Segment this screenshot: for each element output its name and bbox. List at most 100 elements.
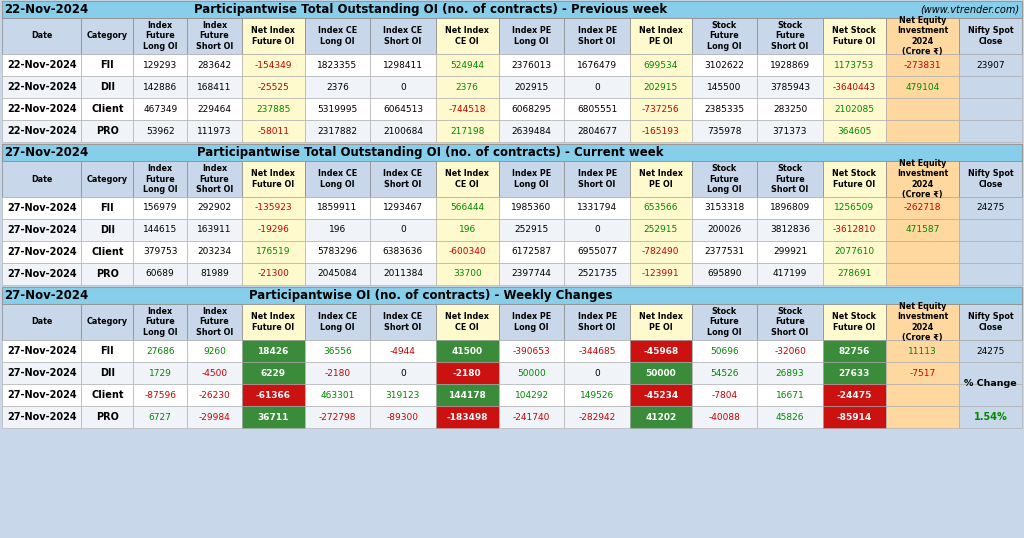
Text: Index PE
Long OI: Index PE Long OI	[512, 312, 551, 332]
Text: 149526: 149526	[580, 391, 614, 400]
Text: 2385335: 2385335	[705, 104, 744, 114]
Bar	[82, 161, 133, 197]
Text: -45234: -45234	[643, 391, 679, 400]
Text: -19296: -19296	[257, 225, 289, 235]
Text: 176519: 176519	[256, 247, 291, 257]
Bar	[436, 384, 499, 406]
Bar	[958, 241, 1022, 263]
Bar	[757, 384, 823, 406]
Text: -24475: -24475	[837, 391, 872, 400]
Bar	[886, 241, 958, 263]
Text: 18426: 18426	[257, 346, 289, 356]
Bar	[757, 54, 823, 76]
Bar	[564, 120, 630, 142]
Bar	[370, 197, 436, 219]
Text: 11113: 11113	[908, 346, 937, 356]
Bar	[499, 384, 564, 406]
Bar	[691, 197, 757, 219]
Text: 129293: 129293	[143, 60, 177, 69]
Bar	[691, 98, 757, 120]
Text: Net Stock
Future OI: Net Stock Future OI	[833, 26, 877, 46]
Text: Net Equity
Investment
2024
(Crore ₹): Net Equity Investment 2024 (Crore ₹)	[897, 16, 948, 56]
Text: -21300: -21300	[257, 270, 289, 279]
Bar	[958, 161, 1022, 197]
Bar	[499, 362, 564, 384]
Text: -600340: -600340	[449, 247, 486, 257]
Text: Net Index
Future OI: Net Index Future OI	[251, 312, 295, 332]
Text: DII: DII	[99, 368, 115, 378]
Bar	[823, 406, 886, 428]
Text: DII: DII	[99, 82, 115, 92]
Bar	[436, 54, 499, 76]
Text: -273831: -273831	[903, 60, 941, 69]
Text: -3640443: -3640443	[833, 82, 876, 91]
Bar	[2, 18, 82, 54]
Text: -87596: -87596	[144, 391, 176, 400]
Text: 2376013: 2376013	[511, 60, 552, 69]
Bar	[133, 98, 187, 120]
Text: -58011: -58011	[257, 126, 289, 136]
Bar	[82, 263, 133, 285]
Text: Client: Client	[91, 390, 124, 400]
Text: 2639484: 2639484	[512, 126, 552, 136]
Text: 417199: 417199	[773, 270, 807, 279]
Bar	[133, 406, 187, 428]
Bar	[499, 54, 564, 76]
Bar	[2, 144, 1022, 161]
Bar	[370, 263, 436, 285]
Text: Stock
Future
Short OI: Stock Future Short OI	[771, 164, 809, 194]
Text: -123991: -123991	[642, 270, 680, 279]
Bar	[242, 304, 304, 340]
Text: 196: 196	[329, 225, 346, 235]
Bar	[757, 120, 823, 142]
Bar	[242, 362, 304, 384]
Bar	[187, 219, 242, 241]
Text: Client: Client	[91, 247, 124, 257]
Text: Nifty Spot
Close: Nifty Spot Close	[968, 312, 1014, 332]
Bar	[499, 120, 564, 142]
Text: 53962: 53962	[145, 126, 174, 136]
Bar	[564, 54, 630, 76]
Text: 0: 0	[400, 225, 406, 235]
Text: 156979: 156979	[143, 203, 177, 213]
Text: 283642: 283642	[198, 60, 231, 69]
Text: -154349: -154349	[254, 60, 292, 69]
Text: 0: 0	[594, 82, 600, 91]
Bar	[823, 76, 886, 98]
Text: 2521735: 2521735	[578, 270, 617, 279]
Bar	[2, 161, 82, 197]
Bar	[436, 241, 499, 263]
Bar	[370, 406, 436, 428]
Text: Index
Future
Long OI: Index Future Long OI	[143, 164, 177, 194]
Text: 50696: 50696	[710, 346, 739, 356]
Text: Index
Future
Long OI: Index Future Long OI	[143, 21, 177, 51]
Bar	[436, 304, 499, 340]
Bar	[757, 161, 823, 197]
Text: 5783296: 5783296	[317, 247, 357, 257]
Bar	[757, 219, 823, 241]
Text: Index
Future
Short OI: Index Future Short OI	[196, 21, 233, 51]
Bar	[499, 98, 564, 120]
Text: 2100684: 2100684	[383, 126, 423, 136]
Text: Index PE
Short OI: Index PE Short OI	[578, 26, 616, 46]
Bar	[823, 98, 886, 120]
Bar	[630, 406, 691, 428]
Bar	[242, 219, 304, 241]
Text: 319123: 319123	[386, 391, 420, 400]
Text: FII: FII	[100, 60, 114, 70]
Bar	[823, 340, 886, 362]
Bar	[757, 98, 823, 120]
Bar	[242, 263, 304, 285]
Bar	[564, 18, 630, 54]
Text: 22-Nov-2024: 22-Nov-2024	[7, 60, 77, 70]
Bar	[82, 384, 133, 406]
Text: Index CE
Short OI: Index CE Short OI	[383, 312, 423, 332]
Text: 653566: 653566	[643, 203, 678, 213]
Text: 6383636: 6383636	[383, 247, 423, 257]
Text: -25525: -25525	[257, 82, 289, 91]
Text: 104292: 104292	[514, 391, 549, 400]
Bar	[958, 54, 1022, 76]
Bar	[823, 197, 886, 219]
Bar	[630, 76, 691, 98]
Text: 1823355: 1823355	[317, 60, 357, 69]
